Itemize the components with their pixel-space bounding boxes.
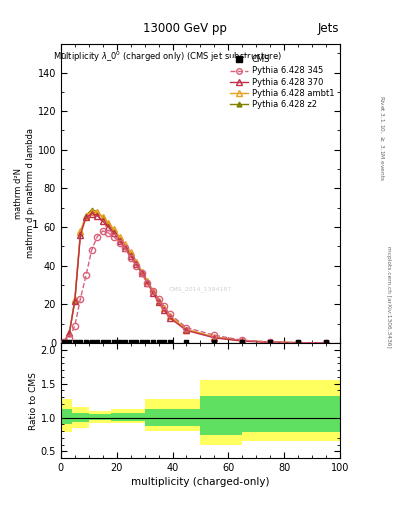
Point (72, 338, 78, 347)
Point (94, 338, 100, 347)
Text: CMS_2014_1394187: CMS_2014_1394187 (169, 286, 232, 292)
Point (139, 338, 145, 347)
Point (156, 338, 162, 347)
Point (239, 338, 245, 347)
Point (111, 338, 117, 347)
X-axis label: multiplicity (charged-only): multiplicity (charged-only) (131, 477, 270, 487)
Point (122, 338, 128, 347)
Point (88, 338, 95, 347)
Text: Jets: Jets (317, 22, 339, 35)
Point (77, 338, 84, 347)
Y-axis label: mathrm d²N
mathrm d pₜ mathrm d lambda: mathrm d²N mathrm d pₜ mathrm d lambda (14, 129, 35, 258)
Point (183, 338, 190, 347)
Point (211, 338, 218, 347)
Point (100, 338, 106, 347)
Point (267, 338, 274, 347)
Point (150, 338, 156, 347)
Text: Multiplicity $\lambda\_0^0$ (charged only) (CMS jet substructure): Multiplicity $\lambda\_0^0$ (charged onl… (53, 50, 281, 64)
Point (116, 338, 123, 347)
Point (66, 338, 72, 347)
Legend: CMS, Pythia 6.428 345, Pythia 6.428 370, Pythia 6.428 ambt1, Pythia 6.428 z2: CMS, Pythia 6.428 345, Pythia 6.428 370,… (228, 54, 336, 111)
Point (144, 338, 151, 347)
Text: 1: 1 (32, 220, 39, 230)
Text: mcplots.cern.ch [arXiv:1306.3436]: mcplots.cern.ch [arXiv:1306.3436] (386, 246, 391, 348)
Point (295, 338, 301, 347)
Text: Rivet 3.1.10, $\geq$ 3.1M events: Rivet 3.1.10, $\geq$ 3.1M events (378, 95, 386, 181)
Point (105, 338, 112, 347)
Point (161, 338, 167, 347)
Text: 13000 GeV pp: 13000 GeV pp (143, 22, 227, 35)
Point (127, 338, 134, 347)
Point (61, 338, 67, 347)
Point (133, 338, 140, 347)
Y-axis label: Ratio to CMS: Ratio to CMS (29, 372, 38, 430)
Point (83, 338, 89, 347)
Point (167, 338, 173, 347)
Point (323, 338, 329, 347)
